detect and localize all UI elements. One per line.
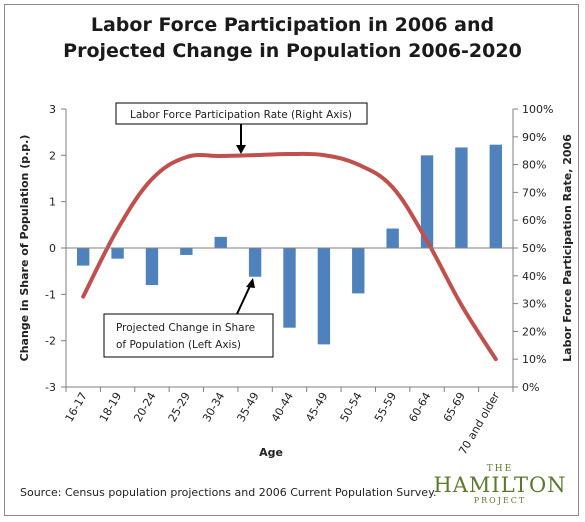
logo-the: THE <box>486 464 514 474</box>
bar-annotation-arrow <box>236 285 251 315</box>
y-right-tick-label: 30% <box>522 298 546 311</box>
chart-title-line1: Labor Force Participation in 2006 and <box>90 14 495 36</box>
bar-16-17 <box>77 248 90 266</box>
x-tick-label: 18-19 <box>97 390 124 424</box>
y-left-tick-label: 3 <box>49 103 56 116</box>
bar-annotation-arrowhead <box>246 278 255 288</box>
x-tick-label: 65-69 <box>441 390 468 424</box>
bar-45-49 <box>317 248 331 345</box>
bar-50-54 <box>352 248 365 294</box>
y-right-tick-label: 80% <box>522 159 546 172</box>
y-left-tick-label: 1 <box>49 196 56 209</box>
y-right-tick-label: 0% <box>522 381 539 394</box>
bar-18-19 <box>111 248 124 259</box>
x-tick-label: 20-24 <box>131 390 158 424</box>
line-annotation-arrowhead <box>236 145 246 154</box>
y-left-tick-label: 0 <box>49 242 56 255</box>
line-annotation: Labor Force Participation Rate (Right Ax… <box>115 102 368 154</box>
x-tick-label: 25-29 <box>166 390 193 424</box>
y-left-tick-label: -1 <box>45 288 56 301</box>
bar-20-24 <box>145 248 159 286</box>
x-tick-label: 35-49 <box>234 390 261 424</box>
line-annotation-text: Labor Force Participation Rate (Right Ax… <box>130 109 352 121</box>
y-left-tick-label: 2 <box>49 149 56 162</box>
x-tick-label: 30-34 <box>200 390 227 424</box>
bar-annotation-text-2: of Population (Left Axis) <box>116 339 241 351</box>
y-axis-left-label: Change in Share of Population (p.p.) <box>18 135 31 362</box>
x-tick-label: 50-54 <box>338 390 365 424</box>
x-tick-label: 60-64 <box>406 390 433 424</box>
logo-project: PROJECT <box>473 496 527 505</box>
x-tick-label: 16-17 <box>63 390 90 424</box>
y-right-tick-label: 60% <box>522 214 546 227</box>
chart-title: Labor Force Participation in 2006 and Pr… <box>0 12 585 64</box>
bar-70-and-older <box>489 144 502 248</box>
bar-annotation-text-1: Projected Change in Share <box>116 322 255 334</box>
bar-annotation: Projected Change in Share of Population … <box>103 278 274 358</box>
y-right-tick-label: 40% <box>522 270 546 283</box>
y-right-tick-label: 10% <box>522 353 546 366</box>
bar-30-34 <box>214 236 227 248</box>
bar-60-64 <box>420 155 434 248</box>
y-left-tick-label: -2 <box>45 335 56 348</box>
y-left-tick-label: -3 <box>45 381 56 394</box>
bar-series <box>77 144 502 345</box>
y-right-tick-label: 70% <box>522 186 546 199</box>
x-axis-label: Age <box>259 446 283 459</box>
bar-35-49 <box>248 248 262 277</box>
bar-annotation-box <box>103 313 274 358</box>
x-tick-label: 55-59 <box>372 390 399 424</box>
y-right-tick-label: 100% <box>522 103 553 116</box>
y-right-tick-label: 20% <box>522 325 546 338</box>
y-right-tick-label: 90% <box>522 131 546 144</box>
source-note: Source: Census population projections an… <box>20 486 437 499</box>
y-axis-right-label: Labor Force Participation Rate, 2006 <box>561 134 574 362</box>
hamilton-project-logo: THE HAMILTON PROJECT <box>430 464 570 506</box>
x-tick-label: 40-44 <box>269 390 296 424</box>
bar-65-69 <box>455 147 468 248</box>
chart-title-line2: Projected Change in Population 2006-2020 <box>63 40 522 62</box>
bar-25-29 <box>180 248 193 255</box>
bar-55-59 <box>386 228 399 248</box>
y-right-tick-label: 50% <box>522 242 546 255</box>
bar-40-44 <box>283 248 296 328</box>
x-tick-label: 45-49 <box>303 390 330 424</box>
logo-name: HAMILTON <box>433 473 567 497</box>
participation-line <box>81 151 498 362</box>
